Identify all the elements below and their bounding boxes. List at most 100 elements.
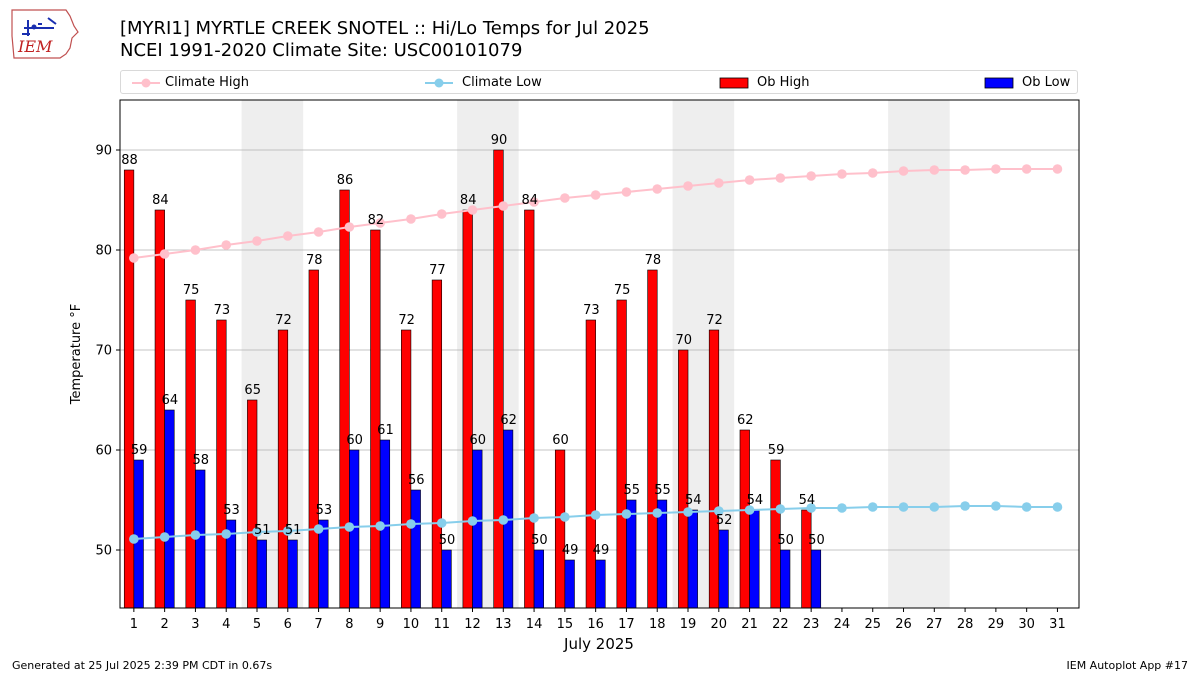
climate-high-point (898, 166, 909, 176)
ob-high-value-label: 84 (460, 193, 477, 208)
chart-title: [MYRI1] MYRTLE CREEK SNOTEL :: Hi/Lo Tem… (120, 18, 650, 39)
x-tick-label: 28 (957, 617, 974, 632)
climate-high-point (375, 218, 385, 228)
ob-low-value-label: 60 (346, 433, 363, 448)
x-tick-label: 18 (649, 617, 666, 632)
station-dot-icon (31, 24, 37, 30)
ob-low-value-label: 54 (685, 493, 702, 508)
x-tick-label: 19 (680, 617, 697, 632)
climate-low-point (129, 534, 139, 544)
climate-low-point (652, 508, 663, 518)
y-axis-label: Temperature °F (69, 304, 84, 405)
ob-low-value-label: 53 (223, 503, 240, 518)
climate-high-point (313, 227, 324, 237)
climate-low-point (590, 510, 601, 520)
ob-low-value-label: 64 (162, 393, 179, 408)
climate-low-point (1052, 502, 1063, 512)
ob-high-bar (308, 269, 319, 609)
x-tick-label: 10 (403, 617, 420, 632)
climate-high-point (560, 193, 570, 203)
climate-high-point (713, 178, 724, 188)
x-tick-label: 4 (222, 617, 230, 632)
x-tick-label: 15 (557, 617, 574, 632)
ob-high-value-label: 54 (799, 493, 816, 508)
ob-low-value-label: 50 (808, 533, 825, 548)
climate-high-point (344, 222, 355, 232)
climate-low-point (159, 532, 170, 542)
x-tick-label: 5 (253, 617, 261, 632)
climate-high-point (529, 197, 539, 207)
climate-low-point (282, 526, 293, 536)
ob-high-value-label: 59 (768, 443, 785, 458)
y-tick-label: 90 (95, 144, 112, 159)
weekend-shade (888, 100, 950, 608)
ob-high-value-label: 82 (368, 213, 385, 228)
climate-low-point (498, 515, 509, 525)
x-tick-label: 14 (526, 617, 543, 632)
x-tick-label: 30 (1018, 617, 1035, 632)
iem-logo-text: IEM (17, 37, 53, 56)
y-tick-label: 60 (95, 444, 112, 459)
climate-high-point (837, 169, 847, 179)
x-tick-label: 22 (772, 617, 789, 632)
climate-lines (129, 164, 1063, 544)
climate-low-point (560, 512, 570, 522)
climate-low-point (775, 504, 786, 514)
ob-low-bar (780, 549, 791, 609)
x-tick-label: 7 (314, 617, 322, 632)
ob-high-value-label: 70 (675, 333, 692, 348)
x-tick-label: 1 (130, 617, 138, 632)
ob-high-value-label: 75 (614, 283, 631, 298)
ob-high-bar (277, 329, 289, 609)
ob-high-bar (678, 349, 689, 609)
ob-low-value-label: 60 (470, 433, 487, 448)
climate-high-point (775, 173, 786, 183)
plot-frame (119, 99, 1080, 609)
ob-high-value-label: 65 (244, 383, 261, 398)
ob-high-bar (339, 189, 350, 609)
ob-high-value-label: 72 (706, 313, 723, 328)
climate-high-point (867, 168, 878, 178)
y-axis-ticks: 50 60 70 80 90 (95, 144, 120, 559)
ob-high-value-label: 72 (398, 313, 415, 328)
x-tick-label: 11 (433, 617, 450, 632)
climate-low-point (621, 509, 632, 519)
ob-low-bar (472, 449, 483, 609)
climate-low-point (313, 524, 324, 534)
ob-high-value-label: 86 (337, 173, 354, 188)
x-tick-label: 21 (741, 617, 758, 632)
x-tick-label: 29 (988, 617, 1005, 632)
ob-low-value-label: 50 (777, 533, 794, 548)
ob-high-bar (431, 279, 443, 609)
ob-low-value-label: 59 (131, 443, 148, 458)
climate-high-point (436, 209, 447, 219)
ob-high-bar (247, 399, 258, 609)
bar-series (123, 149, 822, 609)
ob-high-value-label: 78 (645, 253, 662, 268)
ob-high-bar (708, 329, 720, 609)
iowa-outline-icon (11, 9, 79, 59)
climate-low-point (252, 527, 262, 537)
climate-low-point (898, 502, 909, 512)
climate-low-point (190, 530, 201, 540)
ob-high-value-label: 60 (552, 433, 569, 448)
climate-low-point (375, 521, 385, 531)
ob-low-value-label: 51 (254, 523, 271, 538)
climate-low-point (837, 503, 847, 513)
ob-low-bar (287, 539, 298, 609)
ob-low-bar (256, 539, 267, 609)
ob-high-bar (739, 429, 750, 609)
ob-low-bar (687, 509, 698, 609)
climate-low-point (991, 501, 1001, 511)
climate-high-point (498, 201, 509, 211)
ob-high-bar (462, 209, 473, 609)
x-tick-label: 25 (864, 617, 881, 632)
climate-low-point (406, 519, 416, 529)
x-tick-label: 20 (711, 617, 728, 632)
legend-swatch-ob-high (719, 77, 749, 89)
climate-high-point (590, 190, 601, 200)
ob-high-bar (524, 209, 535, 609)
ob-high-bar (493, 149, 504, 609)
climate-low-point (713, 506, 724, 516)
ob-high-value-label: 90 (491, 133, 508, 148)
